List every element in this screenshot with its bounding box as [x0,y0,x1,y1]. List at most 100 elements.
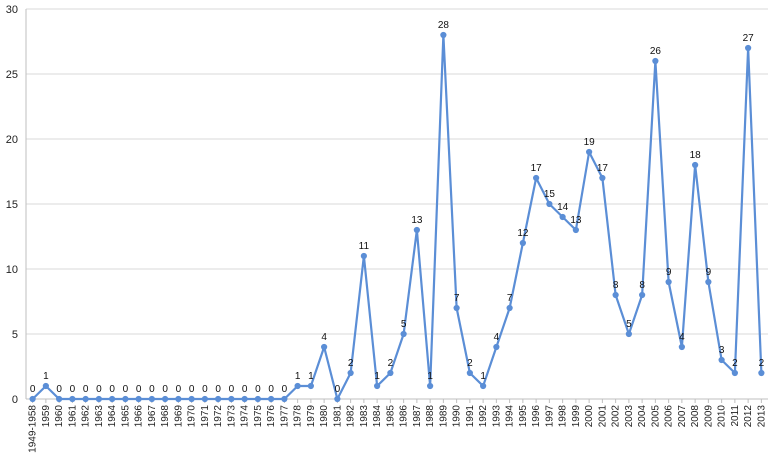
data-point [652,57,659,65]
data-label: 2 [732,358,738,369]
data-label: 2 [759,358,765,369]
x-tick-label: 1972 [213,405,224,428]
x-tick-label: 1976 [266,405,277,428]
x-tick-label: 1949-1958 [28,405,39,453]
x-tick-label: 1987 [412,405,423,428]
data-point [29,395,36,403]
x-tick-label: 1984 [372,405,383,428]
data-label: 0 [162,384,168,395]
x-tick-label: 1993 [491,405,502,428]
x-tick-label: 1983 [359,405,370,428]
x-tick-label: 1977 [279,405,290,428]
data-label: 15 [544,189,556,200]
data-label: 0 [242,384,248,395]
data-point [82,395,89,403]
y-tick-label: 15 [6,199,18,211]
data-label: 18 [690,150,702,161]
data-label: 1 [295,371,301,382]
data-point [122,395,129,403]
data-label: 14 [557,202,569,213]
data-point [294,382,301,390]
data-label: 5 [626,319,632,330]
x-tick-label: 1963 [94,405,105,428]
gridlines [26,8,768,335]
data-label: 0 [202,384,208,395]
data-point [480,382,487,390]
data-label: 0 [123,384,129,395]
data-label: 8 [639,280,645,291]
data-label: 1 [374,371,380,382]
x-tick-label: 1975 [253,405,264,428]
data-label: 1 [308,371,314,382]
data-label: 1 [43,371,49,382]
data-point [731,369,738,377]
y-tick-label: 5 [12,329,18,341]
data-point [241,395,248,403]
data-label: 0 [282,384,288,395]
data-label: 9 [706,267,712,278]
data-label: 12 [517,228,529,239]
data-point [228,395,235,403]
data-point [718,356,725,364]
x-tick-label: 2006 [664,405,675,428]
data-point [678,343,685,351]
data-point [281,395,288,403]
x-tick-label: 1979 [306,405,317,428]
data-point [374,382,381,390]
data-point [95,395,102,403]
x-tick-label: 1970 [187,405,198,428]
x-tick-label: 1997 [544,405,555,428]
x-tick-label: 1978 [293,405,304,428]
series-line [31,33,763,401]
data-label: 9 [666,267,672,278]
data-point [387,369,394,377]
x-tick-label: 2000 [584,405,595,428]
data-point [533,174,540,182]
x-tick-label: 2012 [743,405,754,428]
x-tick-label: 2001 [597,405,608,428]
series-path [31,33,763,401]
data-point [705,278,712,286]
data-label: 0 [189,384,195,395]
x-tick-label: 2007 [677,405,688,428]
x-tick-label: 1985 [385,405,396,428]
x-tick-label: 1996 [531,405,542,428]
data-point [321,343,328,351]
data-point [135,395,142,403]
data-label: 4 [494,332,500,343]
x-tick-label: 1966 [134,405,145,428]
x-tick-label: 2010 [717,405,728,428]
data-label: 0 [109,384,115,395]
data-point [334,395,341,403]
x-tick-label: 2003 [624,405,635,428]
x-axis: 1949-1958 1959 1960 1961 1962 1963 1964 1965 196… [26,398,768,453]
data-label: 1 [480,371,486,382]
x-tick-label: 1995 [518,405,529,428]
data-label: 27 [743,33,755,44]
data-label: 2 [388,358,394,369]
x-tick-label: 1999 [571,405,582,428]
data-point [254,395,261,403]
x-tick-label: 2009 [703,405,714,428]
data-label: 4 [321,332,327,343]
data-label: 2 [348,358,354,369]
x-tick-label: 1971 [200,405,211,428]
data-point [162,395,169,403]
x-tick-label: 2005 [650,405,661,428]
data-label: 0 [56,384,62,395]
data-point [758,369,765,377]
data-label: 8 [613,280,619,291]
data-label: 26 [650,46,662,57]
data-point [639,291,646,299]
y-tick-label: 20 [6,134,18,146]
data-point [493,343,500,351]
data-point [268,395,275,403]
data-point [400,330,407,338]
data-label: 0 [229,384,235,395]
data-point [148,395,155,403]
data-point [201,395,208,403]
data-label: 7 [507,293,513,304]
x-tick-label: 1982 [346,405,357,428]
data-point [215,395,222,403]
